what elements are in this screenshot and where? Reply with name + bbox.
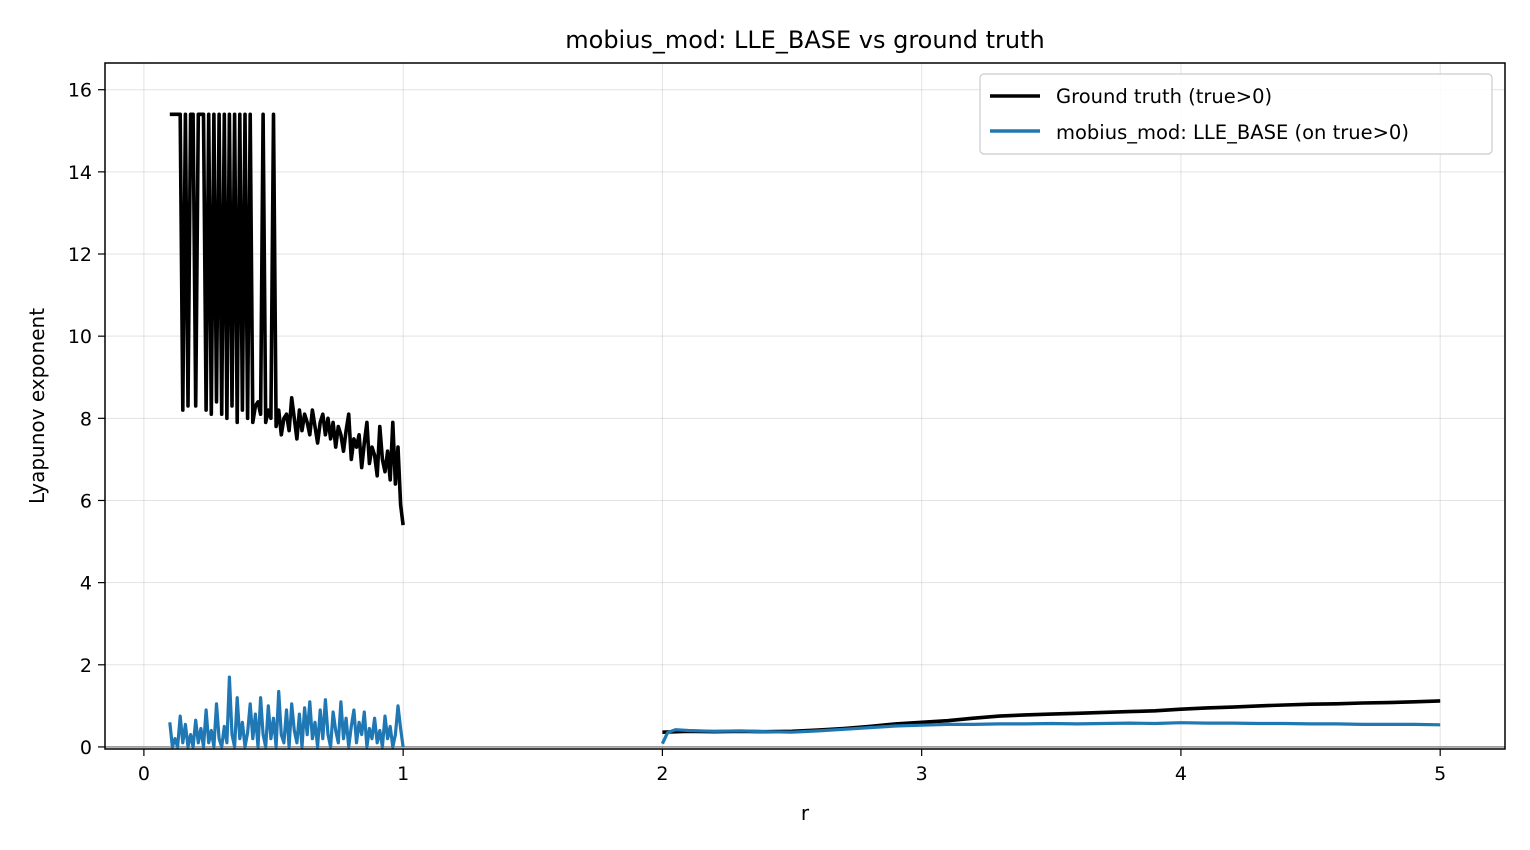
- y-tick-label: 10: [68, 326, 92, 348]
- legend-label-ground-truth: Ground truth (true>0): [1056, 85, 1272, 108]
- x-tick-label: 4: [1175, 763, 1187, 785]
- y-tick-label: 6: [80, 490, 92, 512]
- plot-area: [168, 112, 1441, 749]
- grid-lines: [105, 63, 1505, 749]
- x-tick-label: 1: [397, 763, 409, 785]
- y-tick-label: 4: [80, 573, 92, 595]
- y-tick-label: 2: [80, 655, 92, 677]
- legend-label-lle-base: mobius_mod: LLE_BASE (on true>0): [1056, 121, 1409, 144]
- x-tick-label: 5: [1434, 763, 1446, 785]
- x-tick-label: 3: [916, 763, 928, 785]
- lle-base-line-segment-2: [660, 721, 1441, 745]
- y-tick-label: 14: [68, 162, 92, 184]
- y-tick-label: 12: [68, 244, 92, 266]
- y-tick-label: 16: [68, 80, 92, 102]
- legend: Ground truth (true>0) mobius_mod: LLE_BA…: [979, 73, 1493, 155]
- chart-title: mobius_mod: LLE_BASE vs ground truth: [565, 26, 1045, 54]
- y-tick-label: 8: [80, 408, 92, 430]
- x-axis-label: r: [801, 801, 810, 825]
- legend-box: [979, 73, 1493, 155]
- lle-base-line-segment-1: [168, 675, 405, 749]
- y-axis-ticks: 0 2 4 6 8 10 12 14 16: [68, 80, 105, 759]
- x-tick-label: 0: [138, 763, 150, 785]
- plot-frame: [104, 62, 1506, 750]
- x-axis-ticks: 0 1 2 3 4 5: [138, 749, 1446, 785]
- y-axis-label: Lyapunov exponent: [25, 308, 49, 504]
- ground-truth-line-segment-1: [169, 112, 405, 526]
- x-tick-label: 2: [656, 763, 668, 785]
- y-tick-label: 0: [80, 737, 92, 759]
